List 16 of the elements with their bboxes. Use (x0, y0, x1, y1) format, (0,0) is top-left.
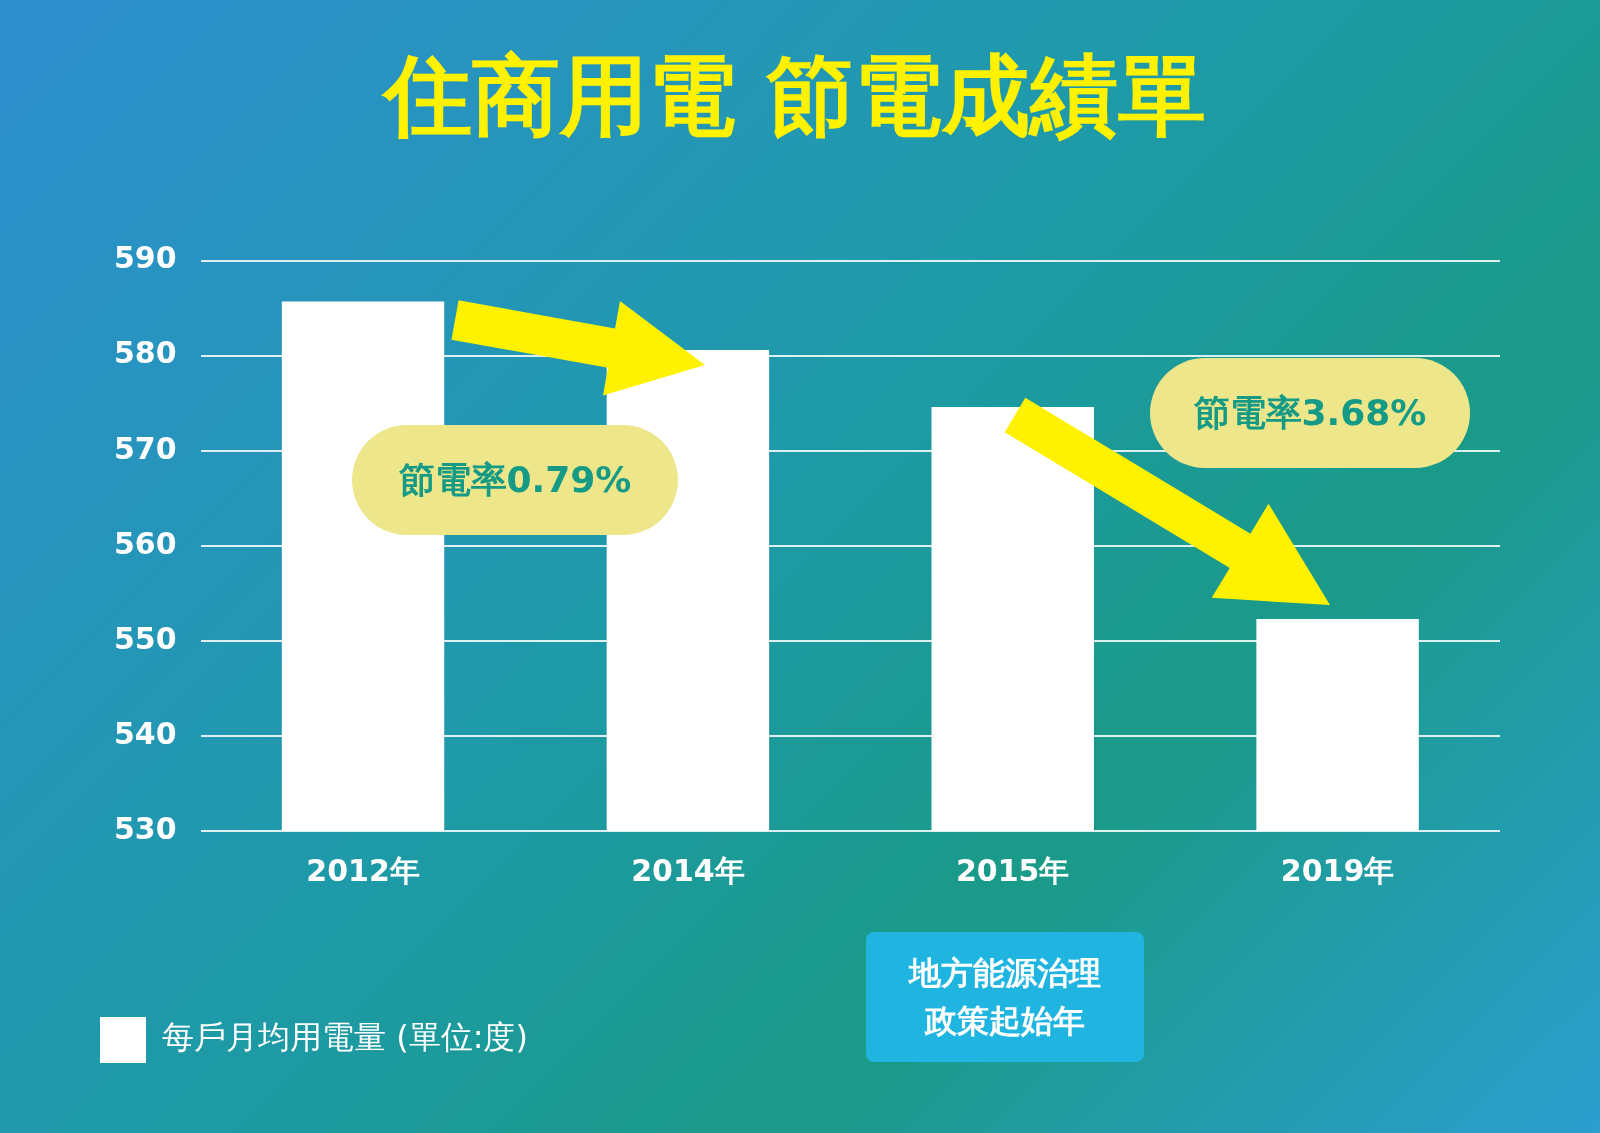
y-tick-label: 560 (114, 525, 177, 561)
x-tick-label: 2014年 (631, 852, 745, 888)
x-tick-label: 2019年 (1280, 852, 1395, 888)
y-tick-label: 530 (114, 810, 177, 846)
y-tick-label: 570 (114, 430, 177, 466)
legend-label: 每戶月均用電量 (單位:度) (162, 1018, 528, 1057)
y-tick-label: 540 (114, 715, 177, 751)
annotation: 節電率3.68% (1150, 358, 1470, 468)
y-tick-label: 550 (114, 620, 177, 656)
chart-title: 住商用電 節電成績單 (380, 43, 1207, 147)
y-tick-label: 580 (114, 335, 177, 371)
text: 地方能源治理政策起始年 (866, 932, 1144, 1062)
annotation: 節電率0.79% (352, 425, 678, 535)
y-tick-label: 590 (114, 240, 177, 276)
x-tick-label: 2012年 (306, 852, 420, 888)
x-tick-label: 2015年 (955, 852, 1070, 888)
